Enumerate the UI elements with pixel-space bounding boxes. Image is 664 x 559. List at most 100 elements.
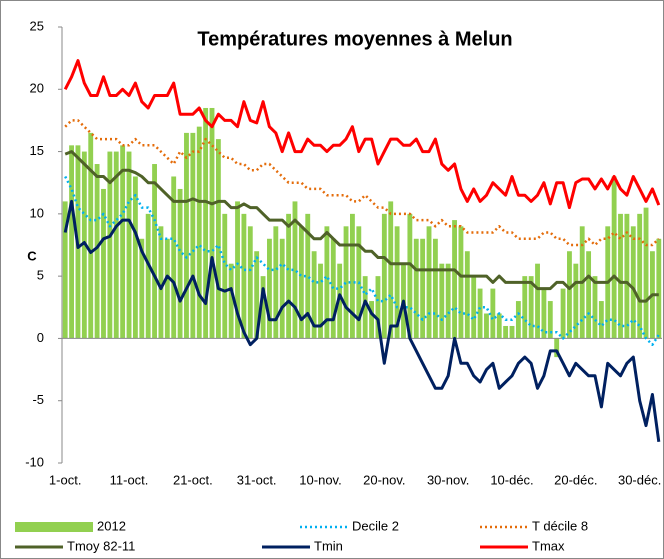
bar <box>573 263 579 339</box>
bar <box>535 263 540 339</box>
bar <box>330 238 336 339</box>
bar <box>247 226 253 339</box>
line-series <box>64 150 659 303</box>
bar <box>439 263 445 339</box>
bar <box>611 176 617 339</box>
bar <box>184 132 189 339</box>
bar <box>637 213 643 339</box>
bar <box>158 226 164 339</box>
bar <box>267 238 272 339</box>
bar <box>273 226 279 339</box>
x-tick-label: 30-déc. <box>618 472 661 487</box>
bar <box>69 145 74 339</box>
y-tick-label: -5 <box>32 392 44 407</box>
line-series <box>63 199 661 443</box>
bar <box>113 151 119 339</box>
legend-label: Tmin <box>314 538 343 553</box>
bar <box>362 276 368 339</box>
y-tick-label: -10 <box>25 454 44 469</box>
bar <box>643 207 649 339</box>
bar <box>318 263 323 339</box>
bar <box>586 251 592 339</box>
bar <box>464 251 470 339</box>
bar <box>369 301 374 339</box>
bar <box>503 325 509 339</box>
bar <box>228 263 234 339</box>
bar <box>235 201 240 339</box>
bar <box>567 251 572 339</box>
x-tick-label: 30-nov. <box>427 472 469 487</box>
bar <box>445 263 451 339</box>
bar <box>215 139 221 339</box>
bar <box>279 238 285 339</box>
bar <box>286 213 292 339</box>
x-tick-label: 31-oct. <box>237 472 277 487</box>
bar <box>554 338 560 358</box>
bar <box>343 226 349 339</box>
bar <box>509 325 515 339</box>
bar <box>298 226 304 339</box>
bar <box>101 188 106 339</box>
bar <box>656 238 662 339</box>
x-tick-label: 1-oct. <box>49 472 82 487</box>
bar <box>222 213 228 339</box>
legend-swatch <box>15 522 93 532</box>
bar <box>177 188 183 339</box>
line-series <box>64 119 660 247</box>
bar <box>94 164 100 339</box>
bar <box>126 151 132 339</box>
bar <box>598 301 604 339</box>
bar <box>592 276 598 339</box>
line-series <box>64 175 660 346</box>
bar <box>324 226 330 339</box>
bar <box>522 276 528 339</box>
bar <box>624 213 630 339</box>
bar <box>515 301 521 339</box>
y-tick-label: 0 <box>37 330 44 345</box>
x-tick-label: 10-nov. <box>299 472 341 487</box>
bar <box>292 201 298 339</box>
bar <box>337 263 343 339</box>
bar <box>388 201 394 339</box>
bar <box>311 251 317 339</box>
chart-title: Températures moyennes à Melun <box>197 28 512 50</box>
legend-label: T décile 8 <box>532 518 588 533</box>
bar <box>484 313 489 339</box>
bar <box>145 213 151 339</box>
y-axis-label: C <box>27 248 37 263</box>
bar <box>260 276 266 339</box>
bar <box>132 176 138 339</box>
bar <box>458 226 464 339</box>
bar <box>375 276 381 339</box>
bar <box>413 238 419 339</box>
y-tick-label: 10 <box>30 205 44 220</box>
bar <box>496 313 502 339</box>
bar <box>120 145 126 339</box>
x-tick-label: 21-oct. <box>173 472 213 487</box>
bar <box>203 107 209 339</box>
bar <box>107 151 113 339</box>
x-tick-label: 10-déc. <box>490 472 533 487</box>
legend-label: Decile 2 <box>352 518 399 533</box>
bar <box>407 213 413 339</box>
bar <box>471 276 477 339</box>
bar <box>152 164 157 339</box>
bar <box>618 213 623 339</box>
x-tick-label: 20-déc. <box>554 472 597 487</box>
line-series <box>63 59 661 210</box>
legend-label: 2012 <box>97 518 126 533</box>
y-tick-label: 5 <box>37 268 44 283</box>
bar <box>630 226 636 339</box>
bar <box>209 107 215 339</box>
x-tick-label: 11-oct. <box>110 472 149 487</box>
bar <box>432 238 438 339</box>
bar <box>394 226 400 339</box>
bar <box>547 301 553 339</box>
bar <box>541 288 547 339</box>
bar <box>528 276 534 339</box>
bar <box>381 213 387 339</box>
bar <box>477 288 483 339</box>
bar <box>164 238 170 339</box>
bar <box>171 176 177 339</box>
